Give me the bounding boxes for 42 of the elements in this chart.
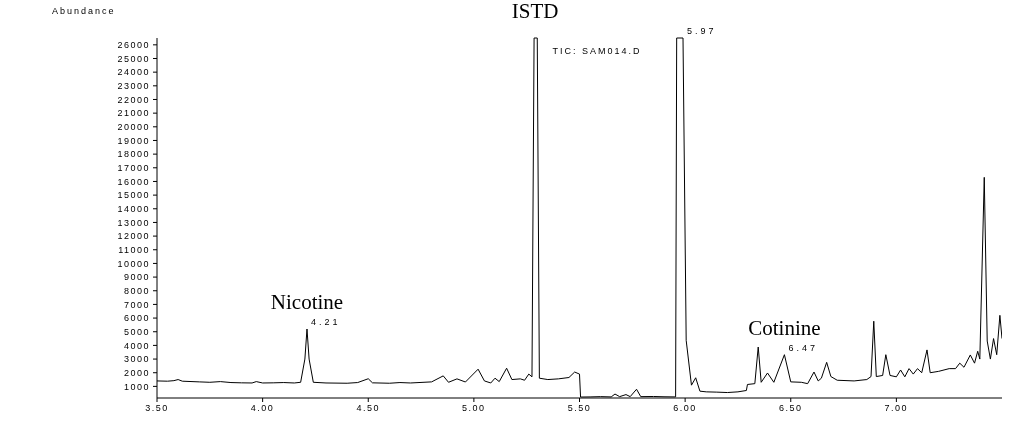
y-tick-label: 20000 [117, 121, 150, 132]
annotation: 5.97 [687, 26, 717, 36]
y-tick-label: 16000 [117, 176, 150, 187]
y-tick-label: 17000 [117, 162, 150, 173]
x-tick-label: 5.50 [567, 403, 592, 413]
x-tick-label: 4.50 [356, 403, 381, 413]
y-tick-label: 22000 [117, 94, 150, 105]
y-tick-label: 15000 [117, 190, 150, 201]
y-tick-label: 2000 [123, 367, 150, 378]
y-tick-label: 9000 [123, 272, 150, 283]
x-tick-label: 7.00 [884, 403, 909, 413]
y-tick-label: 26000 [117, 39, 150, 50]
annotation: Nicotine [270, 290, 344, 315]
y-tick-label: 8000 [123, 285, 150, 296]
y-tick-label: 5000 [123, 326, 150, 337]
x-tick-label: 6.00 [673, 403, 697, 413]
x-tick-label: 4.00 [250, 403, 275, 413]
y-axis-title: Abundance [52, 6, 116, 16]
x-tick-label: 3.50 [145, 403, 169, 413]
y-tick-label: 13000 [117, 217, 150, 228]
y-tick-label: 23000 [117, 80, 150, 91]
y-tick-label: 12000 [117, 231, 150, 242]
y-tick-label: 14000 [117, 203, 150, 214]
y-tick-label: 21000 [117, 108, 150, 119]
x-tick-label: 6.50 [778, 403, 803, 413]
y-tick-label: 3000 [123, 354, 150, 365]
y-tick-label: 24000 [117, 67, 150, 78]
annotation: 4.21 [310, 317, 341, 328]
y-tick-label: 19000 [117, 135, 150, 146]
y-tick-label: 4000 [123, 340, 150, 351]
x-tick-label: 5.00 [462, 403, 486, 413]
y-tick-label: 25000 [117, 53, 150, 64]
y-tick-label: 1000 [123, 381, 150, 392]
annotation: ISTD [511, 0, 559, 23]
y-tick-label: 18000 [117, 149, 150, 160]
y-tick-label: 11000 [118, 244, 150, 255]
annotation: TIC: SAM014.D [552, 46, 642, 56]
y-tick-label: 7000 [123, 299, 150, 310]
y-tick-label: 6000 [123, 313, 150, 324]
annotation: 6.47 [788, 342, 818, 353]
annotation: Cotinine [748, 315, 821, 340]
y-tick-label: 10000 [117, 258, 150, 269]
